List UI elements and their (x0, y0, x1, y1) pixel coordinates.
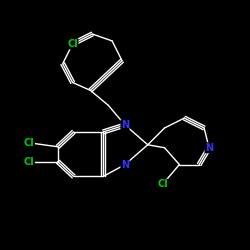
Text: Cl: Cl (67, 39, 78, 49)
Text: Cl: Cl (24, 156, 34, 166)
Text: Cl: Cl (24, 138, 34, 148)
Text: N: N (121, 120, 129, 130)
Text: N: N (121, 160, 129, 170)
Text: N: N (205, 143, 213, 153)
Text: Cl: Cl (157, 179, 168, 189)
